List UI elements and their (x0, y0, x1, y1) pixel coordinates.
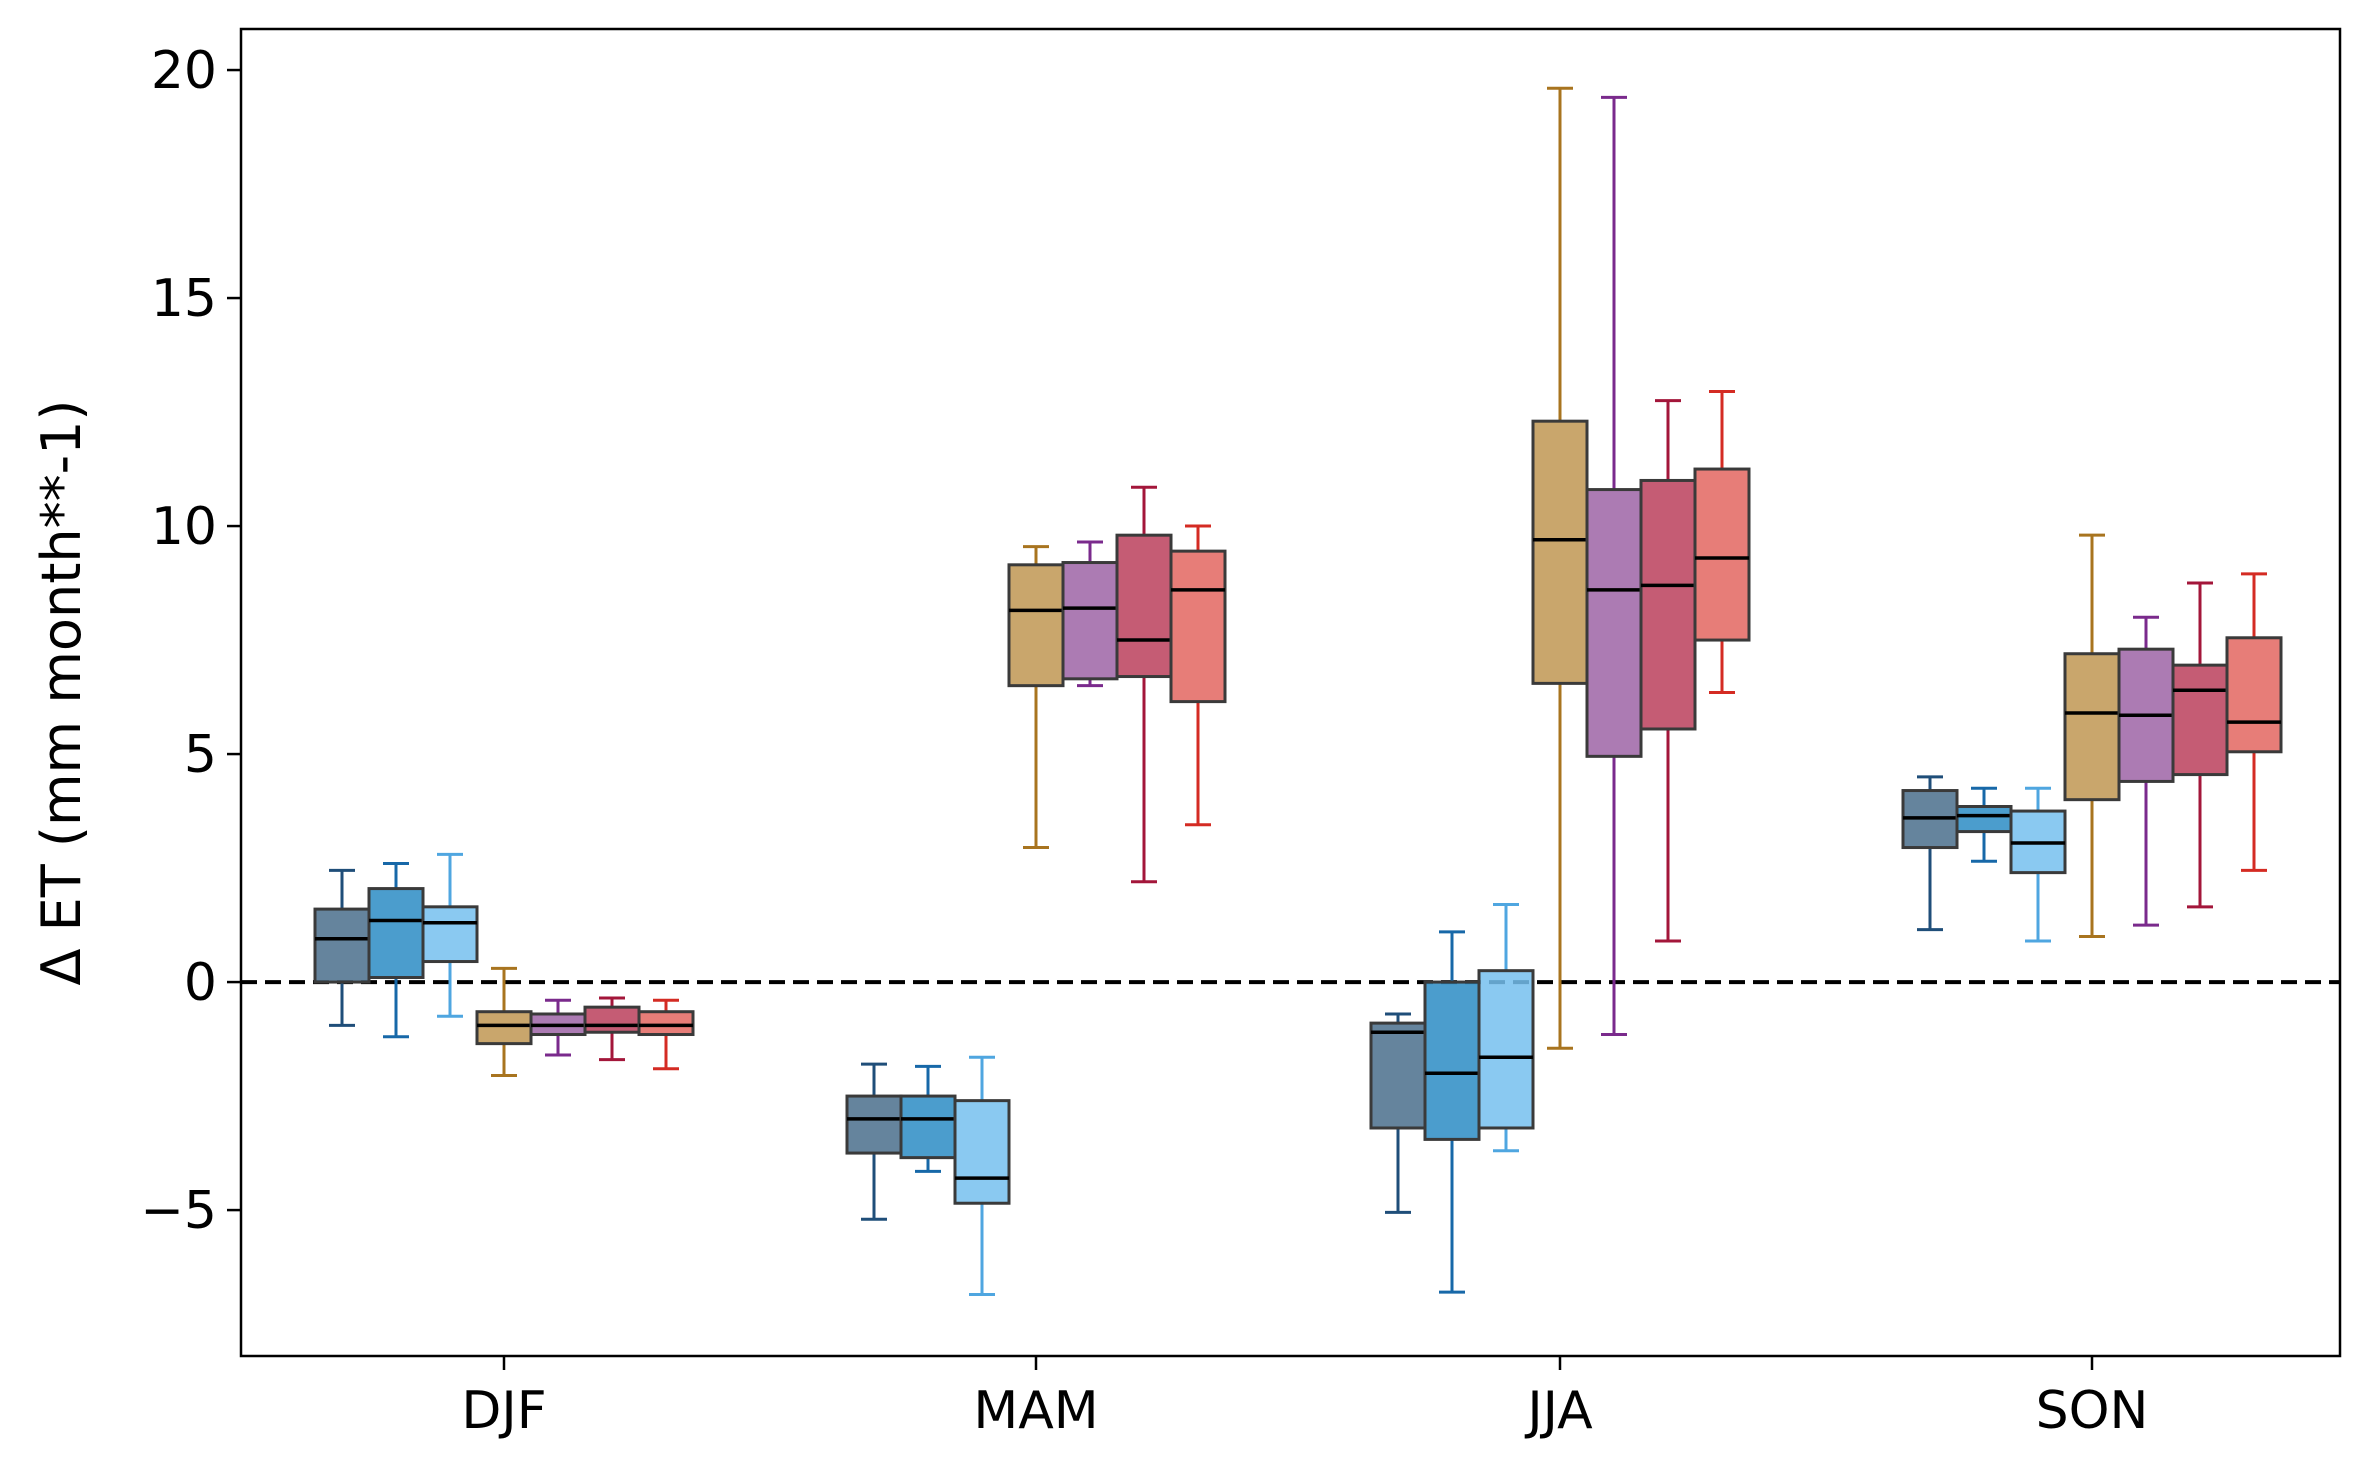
box-group-2-son (1955, 786, 2013, 863)
x-tick-label-djf: DJF (461, 1381, 546, 1441)
box-group-3-son (2009, 786, 2067, 943)
box-iqr (953, 1099, 1011, 1205)
y-tick-label: 0 (184, 953, 217, 1013)
box-group-7-son (2225, 572, 2283, 872)
y-axis-label: Δ ET (mm month**-1) (30, 400, 93, 986)
box-group-3-djf (421, 852, 479, 1018)
box-iqr (2063, 652, 2121, 802)
x-tick-label-son: SON (2036, 1381, 2149, 1441)
x-tick-label-jja: JJA (1524, 1381, 1593, 1441)
box-iqr (313, 907, 371, 984)
box-iqr (475, 1010, 533, 1046)
box-group-7-jja (1693, 390, 1751, 694)
y-tick-label: 20 (151, 41, 217, 101)
box-group-1-mam (845, 1062, 903, 1221)
box-iqr (367, 887, 425, 980)
box-iqr (1369, 1021, 1427, 1130)
box-iqr (1585, 488, 1643, 758)
box-iqr (1693, 467, 1751, 642)
box-iqr (2225, 636, 2283, 754)
box-iqr (845, 1094, 903, 1155)
box-iqr (1169, 549, 1227, 704)
y-tick-label: −5 (140, 1181, 217, 1241)
box-group-7-djf (637, 998, 695, 1071)
y-tick-label: 15 (151, 269, 217, 329)
box-iqr (637, 1010, 695, 1037)
y-tick-label: 10 (151, 497, 217, 557)
box-group-5-son (2117, 615, 2175, 927)
box-iqr (1477, 969, 1535, 1130)
box-iqr (1007, 563, 1065, 688)
box-group-7-mam (1169, 524, 1227, 827)
box-iqr (1061, 561, 1119, 681)
box-group-3-mam (953, 1055, 1011, 1296)
plot-background (241, 29, 2340, 1356)
y-tick-label: 5 (184, 725, 217, 785)
box-iqr (1423, 980, 1481, 1141)
box-iqr (1115, 533, 1173, 679)
box-iqr (421, 905, 479, 964)
box-iqr (583, 1005, 641, 1034)
box-group-1-jja (1369, 1012, 1427, 1214)
box-iqr (1639, 478, 1697, 731)
box-group-6-jja (1639, 399, 1697, 943)
box-group-2-djf (367, 862, 425, 1039)
box-iqr (1531, 419, 1589, 685)
box-iqr (1955, 805, 2013, 834)
axes-group: −5 0 5 10 15 20 DJF MAM JJA SON Δ ET (mm month**-1… (30, 27, 2342, 1441)
box-group-4-djf (475, 966, 533, 1078)
box-group-2-jja (1423, 930, 1481, 1294)
box-group-2-mam (899, 1064, 957, 1173)
boxes-group (313, 86, 2283, 1296)
box-group-5-jja (1585, 95, 1643, 1037)
plot-area (241, 29, 2340, 1356)
box-group-1-djf (313, 868, 371, 1027)
x-tick-label-mam: MAM (973, 1381, 1098, 1441)
box-group-6-djf (583, 996, 641, 1062)
box-group-1-son (1901, 775, 1959, 932)
box-group-5-mam (1061, 540, 1119, 688)
box-iqr (2171, 663, 2229, 777)
axes-frame (239, 27, 2342, 1358)
box-group-3-jja (1477, 903, 1535, 1153)
box-iqr (899, 1094, 957, 1160)
box-group-5-djf (529, 998, 587, 1057)
box-group-6-son (2171, 581, 2229, 909)
